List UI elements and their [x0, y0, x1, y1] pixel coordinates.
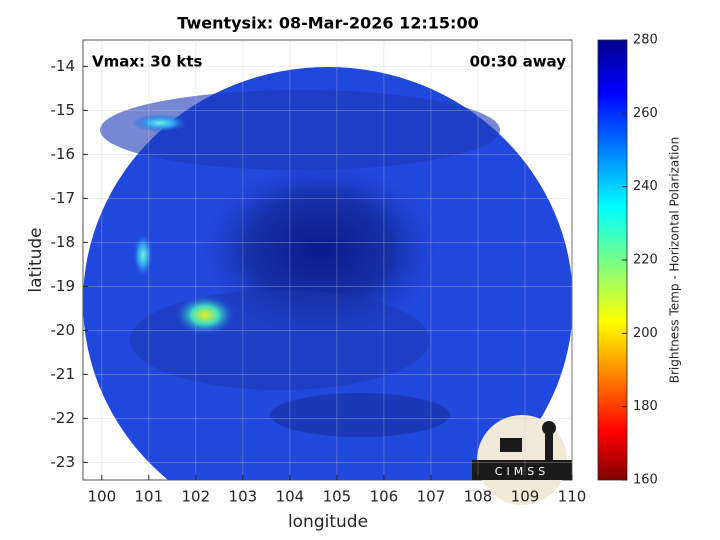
x-tick-label: 108	[464, 488, 493, 506]
x-tick-label: 100	[87, 488, 116, 506]
y-tick-label: -20	[51, 321, 76, 339]
y-tick-label: -23	[51, 453, 76, 471]
x-tick-label: 109	[511, 488, 540, 506]
x-tick-label: 106	[370, 488, 399, 506]
y-tick-label: -21	[51, 365, 76, 383]
swath-image	[83, 67, 572, 480]
x-tick-label: 110	[558, 488, 587, 506]
annotation: Vmax: 30 kts	[92, 53, 202, 71]
x-tick-label: 103	[229, 488, 258, 506]
y-tick-label: -22	[51, 409, 76, 427]
x-tick-label: 105	[323, 488, 352, 506]
y-tick-label: -16	[51, 145, 76, 163]
y-tick-label: -17	[51, 189, 76, 207]
chart-title: Twentysix: 08-Mar-2026 12:15:00	[177, 14, 478, 33]
colorbar-tick-label: 240	[633, 179, 658, 194]
colorbar-tick-label: 200	[633, 326, 658, 341]
y-tick-label: -18	[51, 233, 76, 251]
x-tick-label: 104	[276, 488, 305, 506]
y-tick-label: -14	[51, 57, 76, 75]
colorbar-tick-label: 220	[633, 253, 658, 268]
logo-text: CIMSS	[495, 465, 549, 478]
x-tick-label: 101	[135, 488, 164, 506]
colorbar-tick-label: 160	[633, 473, 658, 488]
y-axis-label: latitude	[26, 227, 46, 292]
colorbar-tick-label: 260	[633, 106, 658, 121]
x-tick-label: 102	[182, 488, 211, 506]
colorbar-label: Brightness Temp - Horizontal Polarizatio…	[668, 137, 682, 384]
x-tick-label: 107	[417, 488, 446, 506]
annotation: 00:30 away	[470, 53, 567, 71]
y-tick-label: -15	[51, 101, 76, 119]
x-axis-label: longitude	[288, 512, 368, 532]
y-tick-label: -19	[51, 277, 76, 295]
colorbar-tick-label: 280	[633, 33, 658, 48]
colorbar-tick-label: 180	[633, 399, 658, 414]
logo: CIMSS	[472, 415, 572, 505]
